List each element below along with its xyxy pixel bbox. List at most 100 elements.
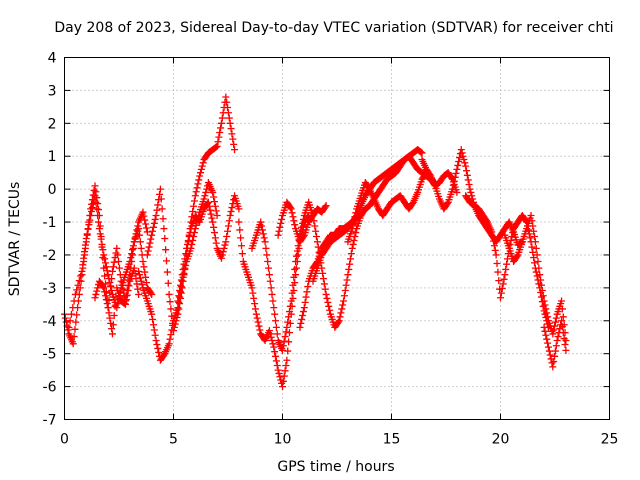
data-point xyxy=(461,159,469,167)
grid xyxy=(64,57,610,420)
data-point xyxy=(217,254,225,262)
data-point xyxy=(171,320,179,328)
data-point xyxy=(299,308,307,316)
data-point xyxy=(351,213,359,221)
data-point xyxy=(183,251,191,259)
data-point xyxy=(172,317,180,325)
data-point xyxy=(269,297,277,305)
data-point xyxy=(250,294,258,302)
data-point xyxy=(322,202,330,210)
data-point xyxy=(258,222,266,230)
data-point xyxy=(212,207,220,215)
data-point xyxy=(248,284,256,292)
data-point xyxy=(93,205,101,213)
series-arc-3 xyxy=(91,225,156,312)
data-point xyxy=(452,169,460,177)
data-point xyxy=(489,233,497,241)
series-arc-11 xyxy=(309,152,439,285)
data-point xyxy=(91,192,99,200)
data-point xyxy=(284,347,292,355)
data-point xyxy=(206,206,214,214)
data-point xyxy=(137,244,145,252)
data-point xyxy=(71,325,79,333)
data-point xyxy=(554,333,562,341)
data-point xyxy=(213,142,221,150)
data-point xyxy=(126,271,134,279)
data-point xyxy=(73,311,81,319)
data-point xyxy=(497,289,505,297)
data-point xyxy=(272,323,280,331)
data-point xyxy=(115,296,123,304)
data-point xyxy=(65,323,73,331)
data-point xyxy=(251,300,259,308)
data-point xyxy=(224,222,232,230)
data-point xyxy=(214,138,222,146)
data-point xyxy=(77,272,85,280)
data-point xyxy=(253,314,261,322)
data-point xyxy=(349,240,357,248)
data-point xyxy=(207,210,215,218)
data-point xyxy=(184,236,192,244)
data-point xyxy=(101,255,109,263)
data-point xyxy=(62,318,70,326)
data-point xyxy=(287,205,295,213)
data-point xyxy=(197,169,205,177)
data-point xyxy=(225,114,233,122)
data-point xyxy=(280,337,288,345)
data-point xyxy=(338,305,346,313)
data-point xyxy=(217,119,225,127)
data-point xyxy=(532,244,540,252)
data-point xyxy=(337,309,345,317)
data-point xyxy=(464,176,472,184)
data-point xyxy=(254,318,262,326)
data-point xyxy=(186,229,194,237)
data-point xyxy=(513,252,521,260)
data-point xyxy=(255,322,263,330)
data-point xyxy=(350,236,358,244)
data-point xyxy=(148,310,156,318)
data-point xyxy=(321,285,329,293)
data-point xyxy=(449,185,457,193)
data-point xyxy=(95,218,103,226)
data-point xyxy=(265,264,273,272)
data-point xyxy=(92,198,100,206)
data-point xyxy=(502,265,510,273)
data-point xyxy=(182,250,190,258)
data-point xyxy=(151,331,159,339)
data-point xyxy=(211,234,219,242)
data-point xyxy=(543,309,551,317)
data-point xyxy=(466,185,474,193)
data-point xyxy=(213,211,221,219)
data-point xyxy=(99,246,107,254)
data-point xyxy=(82,235,90,242)
data-point xyxy=(179,265,187,273)
data-point xyxy=(285,338,293,346)
data-point xyxy=(235,205,243,213)
series-arc-5 xyxy=(143,93,239,335)
data-point xyxy=(61,314,69,322)
y-tick-label: 2 xyxy=(48,116,57,132)
data-point xyxy=(352,229,360,237)
data-point xyxy=(137,277,145,285)
x-tick-label: 10 xyxy=(274,432,292,448)
data-point xyxy=(538,286,546,294)
x-tick-label: 15 xyxy=(383,432,401,448)
data-point xyxy=(462,167,470,175)
data-point xyxy=(142,220,150,228)
data-point xyxy=(108,330,116,338)
data-point xyxy=(340,292,348,300)
data-point xyxy=(449,181,457,189)
data-point xyxy=(142,224,150,232)
data-point xyxy=(537,276,545,284)
data-point xyxy=(289,281,297,289)
data-point xyxy=(139,258,147,266)
data-point xyxy=(290,217,298,225)
data-point xyxy=(115,258,123,266)
data-point xyxy=(75,277,83,285)
data-point xyxy=(194,180,202,188)
data-point xyxy=(304,283,312,291)
data-point xyxy=(157,195,165,203)
data-point xyxy=(166,298,174,306)
data-point xyxy=(98,240,106,248)
data-point xyxy=(258,226,266,234)
